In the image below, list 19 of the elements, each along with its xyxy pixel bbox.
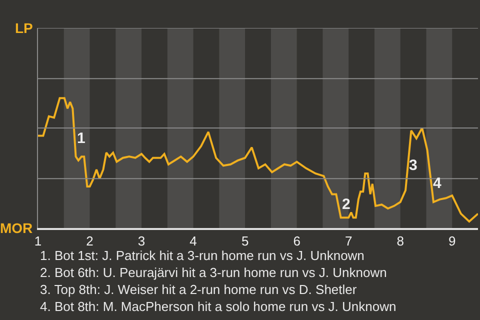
x-tick-label: 2 xyxy=(86,234,94,249)
text: 3. Top 8th: J. Weiser hit a 2-run home run vs D. Shetler xyxy=(40,282,358,297)
x-tick-label: 1 xyxy=(34,234,42,249)
annotation: 4 xyxy=(433,175,442,192)
annotation: 3 xyxy=(409,157,418,174)
x-tick-label: 9 xyxy=(448,234,456,249)
x-tick-label: 6 xyxy=(293,234,300,249)
x-tick-label: 5 xyxy=(241,234,249,249)
x-tick-label: 7 xyxy=(344,234,352,249)
text: LP xyxy=(15,20,33,36)
text: MOR xyxy=(0,220,33,236)
x-tick-label: 3 xyxy=(138,234,146,249)
x-tick-label: 8 xyxy=(396,234,404,249)
text: 1. Bot 1st: J. Patrick hit a 3-run home run vs J. Unknown xyxy=(40,248,364,263)
annotation: 1 xyxy=(77,130,86,147)
text: 4. Bot 8th: M. MacPherson hit a solo home run vs J. Unknown xyxy=(40,299,396,314)
annotation: 2 xyxy=(342,196,350,213)
text: 2. Bot 6th: U. Peurajärvi hit a 3-run home run vs J. Unknown xyxy=(40,265,387,280)
x-tick-label: 4 xyxy=(190,234,197,249)
